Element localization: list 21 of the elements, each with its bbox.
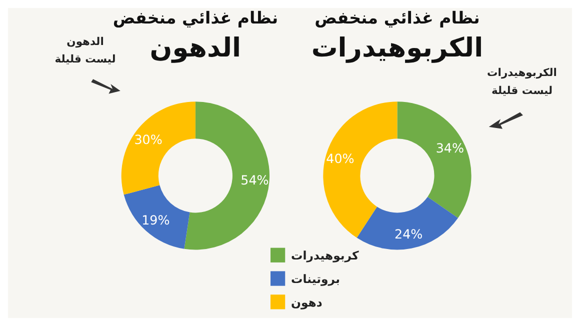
- legend-label: دهون: [290, 295, 322, 310]
- chart-subtitle: الكربوهيدرات: [311, 34, 484, 64]
- text: الكربوهيدرات ليست قليلة: [487, 66, 557, 97]
- donut-slice: [124, 185, 190, 249]
- legend-label: كربوهيدرات: [290, 248, 360, 263]
- text: الدهون ليست قليلة: [54, 35, 116, 66]
- chart-title: نظام غذائي منخفض: [112, 8, 278, 29]
- data-label: 54%: [240, 172, 269, 188]
- donut-slice: [356, 196, 458, 250]
- chart-subtitle: الدهون: [150, 34, 242, 64]
- data-label: 34%: [436, 140, 464, 156]
- donut-slice: [323, 102, 398, 238]
- data-label: 24%: [394, 226, 423, 242]
- data-label: 30%: [134, 132, 162, 147]
- data-label: 19%: [142, 212, 170, 228]
- donut-slice: [121, 102, 196, 195]
- donut-slice: [184, 102, 270, 250]
- data-label: 40%: [326, 151, 354, 166]
- chart-title: نظام غذائي منخفض: [314, 8, 480, 29]
- donut-slice: [397, 102, 472, 218]
- legend-label: بروتينات: [290, 272, 340, 286]
